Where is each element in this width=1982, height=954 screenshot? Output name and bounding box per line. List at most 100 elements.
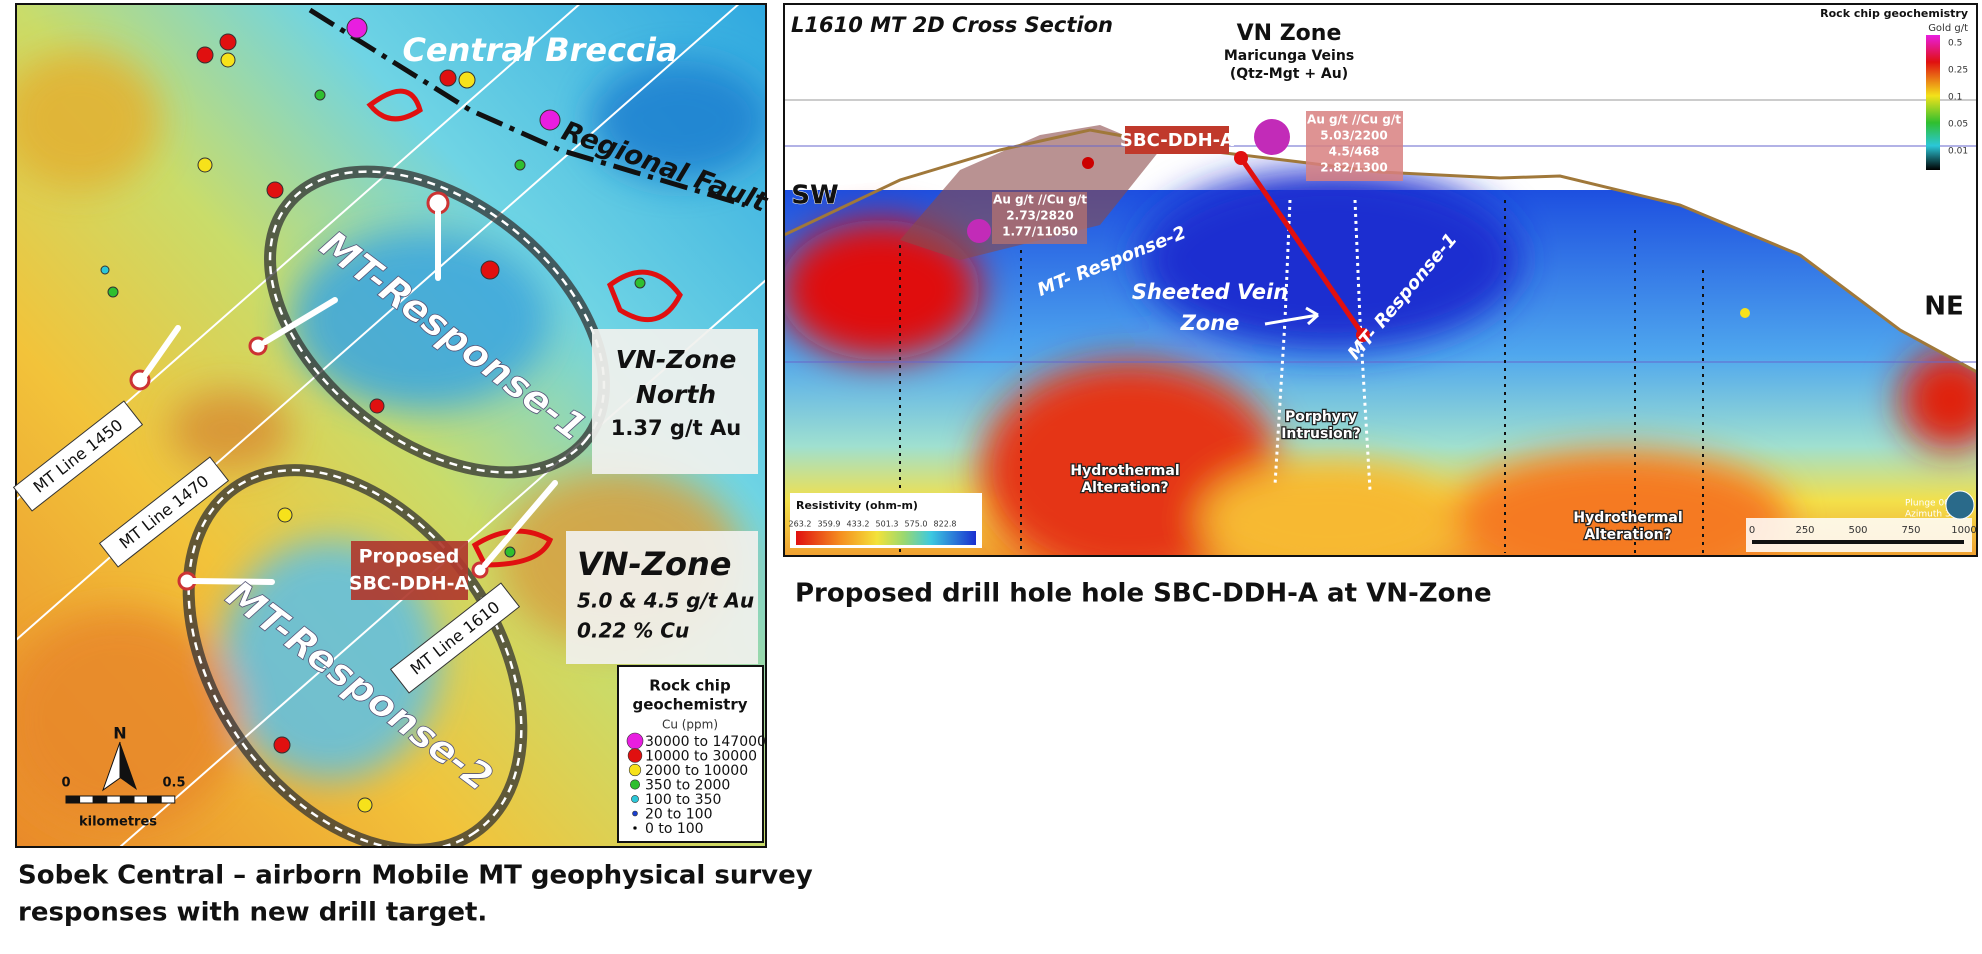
callout-north-title: VN-Zone — [616, 345, 737, 374]
scale-tick: 1000 — [1951, 525, 1976, 536]
orientation: Azimuth 315 — [1905, 510, 1962, 520]
scale-bar — [133, 795, 149, 804]
legend-swatch — [633, 826, 637, 830]
resistivity-tick: 501.3 — [876, 520, 899, 529]
proposed-box — [351, 541, 468, 600]
resistivity-title: Resistivity (ohm-m) — [796, 499, 918, 512]
zone-label: Intrusion? — [1281, 426, 1361, 442]
arrow — [1264, 306, 1320, 326]
zone-label: Alteration? — [1584, 527, 1671, 543]
callout-vn-box — [566, 531, 758, 664]
scale-bg — [1746, 518, 1972, 552]
gold-legend-title: Rock chip geochemistry — [1820, 7, 1968, 20]
legend-item: 350 to 2000 — [645, 778, 730, 794]
gold-tick: 0.1 — [1948, 93, 1962, 103]
vn-zone-label: (Qtz-Mgt + Au) — [1230, 66, 1348, 82]
scale-tick: 0.5 — [162, 776, 185, 791]
scale-bar — [92, 795, 108, 804]
section-frame — [783, 3, 1978, 557]
legend-swatch — [629, 779, 640, 790]
legend-item: 10000 to 30000 — [645, 749, 757, 765]
legend-item: 30000 to 147000 — [645, 734, 766, 750]
assay-text: Au g/t //Cu g/t — [993, 193, 1087, 207]
resistivity-tick: 575.0 — [905, 520, 928, 529]
legend-title: Rock chip — [649, 677, 731, 695]
section-title: L1610 MT 2D Cross Section — [791, 13, 1113, 37]
legend-item: 0 to 100 — [645, 821, 704, 837]
legend-swatch — [628, 763, 642, 777]
scale-bar — [119, 795, 135, 804]
gold-tick: 0.01 — [1948, 147, 1968, 157]
legend-item: 2000 to 10000 — [645, 763, 748, 779]
resistivity-tick: 263.2 — [789, 520, 812, 529]
legend-unit: Cu (ppm) — [662, 718, 718, 732]
assay-text: 5.03/2200 — [1320, 129, 1387, 143]
legend-swatch — [632, 810, 638, 817]
legend-swatch — [631, 795, 639, 803]
gold-tick: 0.25 — [1948, 66, 1968, 76]
scale-tick: 0 — [1749, 525, 1755, 536]
scale-bar — [160, 795, 176, 804]
callout-north-subtitle: North — [636, 380, 716, 409]
breccia-label: Central Breccia — [402, 31, 677, 69]
gold-tick: 0.5 — [1948, 39, 1962, 49]
gold-tick: 0.05 — [1948, 120, 1968, 130]
sheeted-label: Sheeted Vein — [1132, 280, 1288, 304]
zone-label: Porphyry — [1285, 409, 1357, 425]
scale-unit: kilometres — [79, 815, 157, 830]
caption: Sobek Central – airborn Mobile MT geophy… — [18, 861, 813, 891]
assay-text: 1.77/11050 — [1002, 225, 1078, 239]
mt-line-box — [389, 582, 521, 694]
caption: responses with new drill target. — [18, 898, 487, 928]
sheeted-label: Zone — [1180, 311, 1240, 335]
north-arrow — [120, 742, 137, 790]
resistivity-tick: 433.2 — [847, 520, 870, 529]
gold-legend-unit: Gold g/t — [1928, 23, 1968, 34]
vn-zone-label: VN Zone — [1237, 21, 1342, 46]
scale-bar — [106, 795, 121, 804]
scale-tick: 250 — [1795, 525, 1814, 536]
scale-bar — [147, 795, 162, 804]
assay-text: 2.82/1300 — [1320, 161, 1387, 175]
gold-bar — [1926, 35, 1940, 170]
map-frame — [15, 3, 767, 848]
scale-tick: 750 — [1901, 525, 1920, 536]
assay-text: 2.73/2820 — [1006, 209, 1073, 223]
legend-title: geochemistry — [632, 696, 747, 714]
scale-bar — [79, 795, 94, 804]
proposed-label: Proposed — [359, 546, 460, 568]
legend-swatch — [626, 732, 644, 750]
zone-label: Hydrothermal — [1070, 463, 1179, 479]
assay-box — [1306, 111, 1403, 181]
zone-label: Alteration? — [1081, 480, 1168, 496]
assay-text: Au g/t //Cu g/t — [1307, 113, 1401, 127]
resistivity-tick: 359.9 — [818, 520, 841, 529]
callout-north-box — [592, 329, 758, 474]
legend-item: 100 to 350 — [645, 792, 721, 808]
resistivity-bar — [796, 531, 976, 545]
legend-box — [617, 665, 764, 843]
caption: Proposed drill hole hole SBC-DDH-A at VN… — [795, 579, 1492, 609]
scale-tick: 0 — [61, 776, 70, 791]
sw-label: SW — [791, 181, 838, 211]
zone-label: Hydrothermal — [1573, 510, 1682, 526]
legend-swatch — [627, 748, 643, 763]
callout-vn-line: 0.22 % Cu — [577, 619, 689, 643]
scale-bar — [65, 795, 81, 804]
north-label: N — [113, 724, 126, 743]
mt-line-box — [12, 400, 144, 512]
orientation: Plunge 00 — [1905, 499, 1950, 509]
drill-hole-box — [1125, 126, 1229, 154]
resistivity-tick: 822.8 — [934, 520, 957, 529]
legend-item: 20 to 100 — [645, 807, 713, 823]
vn-zone-label: Maricunga Veins — [1224, 48, 1354, 64]
proposed-label: SBC-DDH-A — [349, 573, 470, 595]
scale-tick: 500 — [1848, 525, 1867, 536]
compass — [1945, 490, 1975, 520]
mt-line-box — [98, 456, 230, 568]
drill-hole-label: SBC-DDH-A — [1120, 130, 1234, 151]
ne-label: NE — [1924, 292, 1964, 322]
callout-vn-title: VN-Zone — [577, 545, 732, 583]
assay-box — [992, 192, 1087, 244]
